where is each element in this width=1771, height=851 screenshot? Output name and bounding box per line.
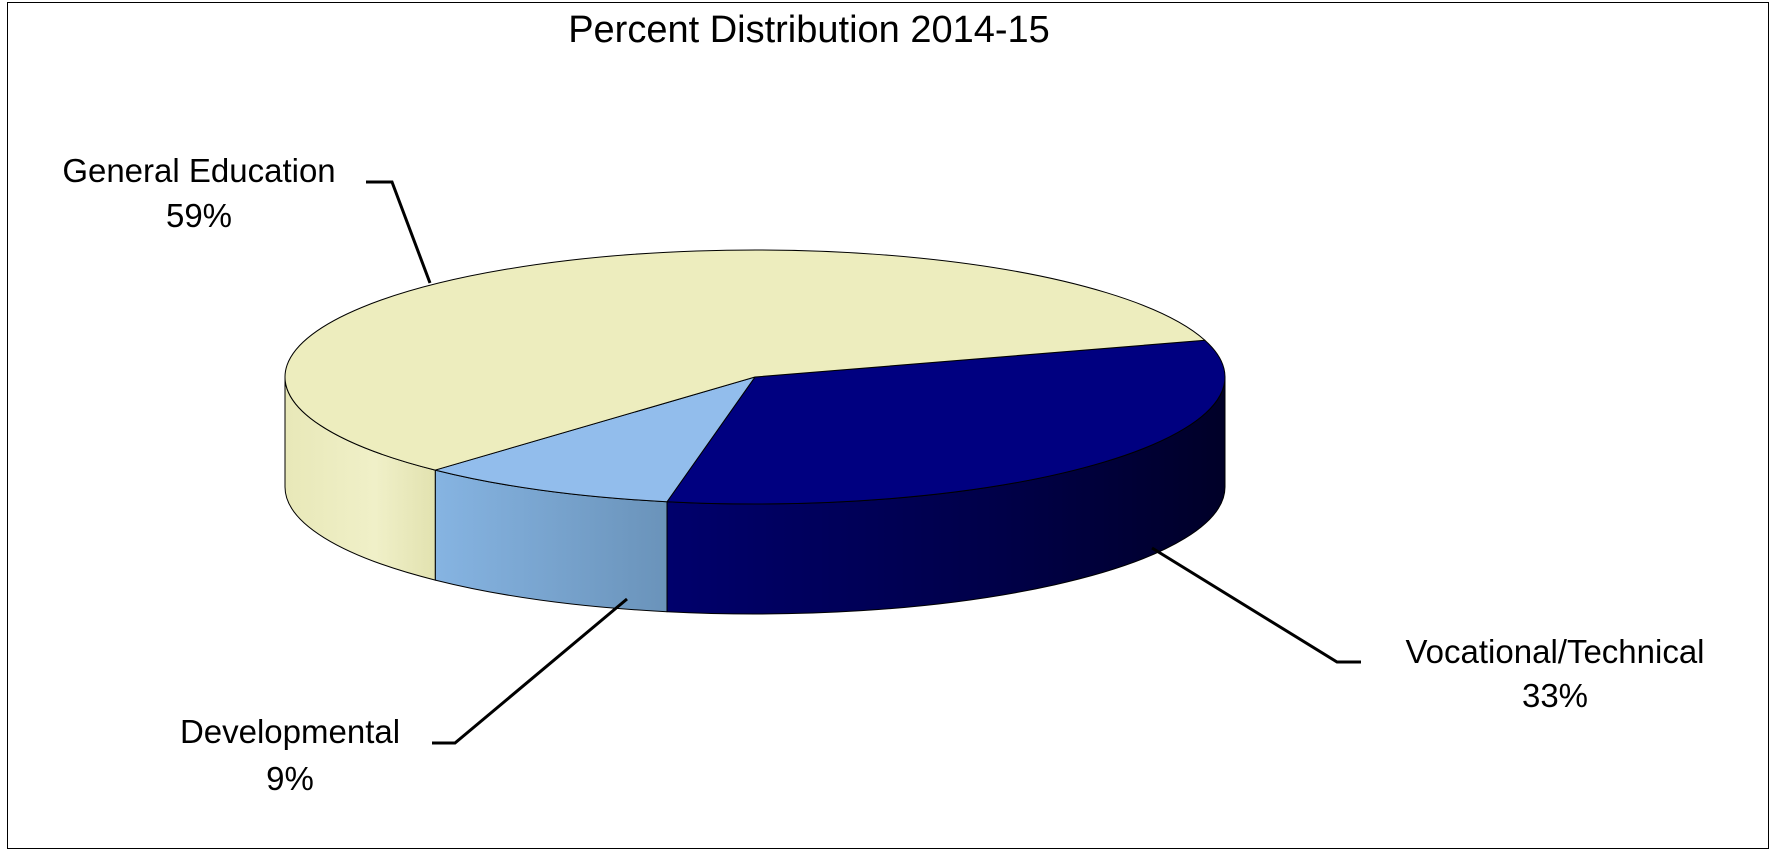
slice-value-vocational-technical: 33% [1522, 677, 1588, 714]
leader-line-developmental [432, 597, 628, 745]
slice-label-general-education: General Education [62, 152, 335, 189]
data-label-vocational-technical: Vocational/Technical 33% [1405, 633, 1704, 714]
slice-value-general-education: 59% [166, 197, 232, 234]
leader-line-vocational-technical [1151, 546, 1361, 664]
pie-tops [284, 249, 1226, 505]
pie-slice-general-education [284, 249, 1206, 471]
slice-value-developmental: 9% [266, 760, 314, 797]
data-label-general-education: General Education 59% [62, 152, 335, 234]
pie-sides [284, 376, 1226, 615]
leader-line-general-education [366, 180, 432, 284]
pie-slice-vocational-technical [666, 339, 1226, 505]
leader-lines [366, 180, 1361, 745]
slice-label-vocational-technical: Vocational/Technical [1405, 633, 1704, 670]
chart-title: Percent Distribution 2014-15 [568, 9, 1050, 51]
data-label-developmental: Developmental 9% [180, 713, 400, 797]
slice-label-developmental: Developmental [180, 713, 400, 750]
pie-slice-developmental [434, 376, 756, 503]
